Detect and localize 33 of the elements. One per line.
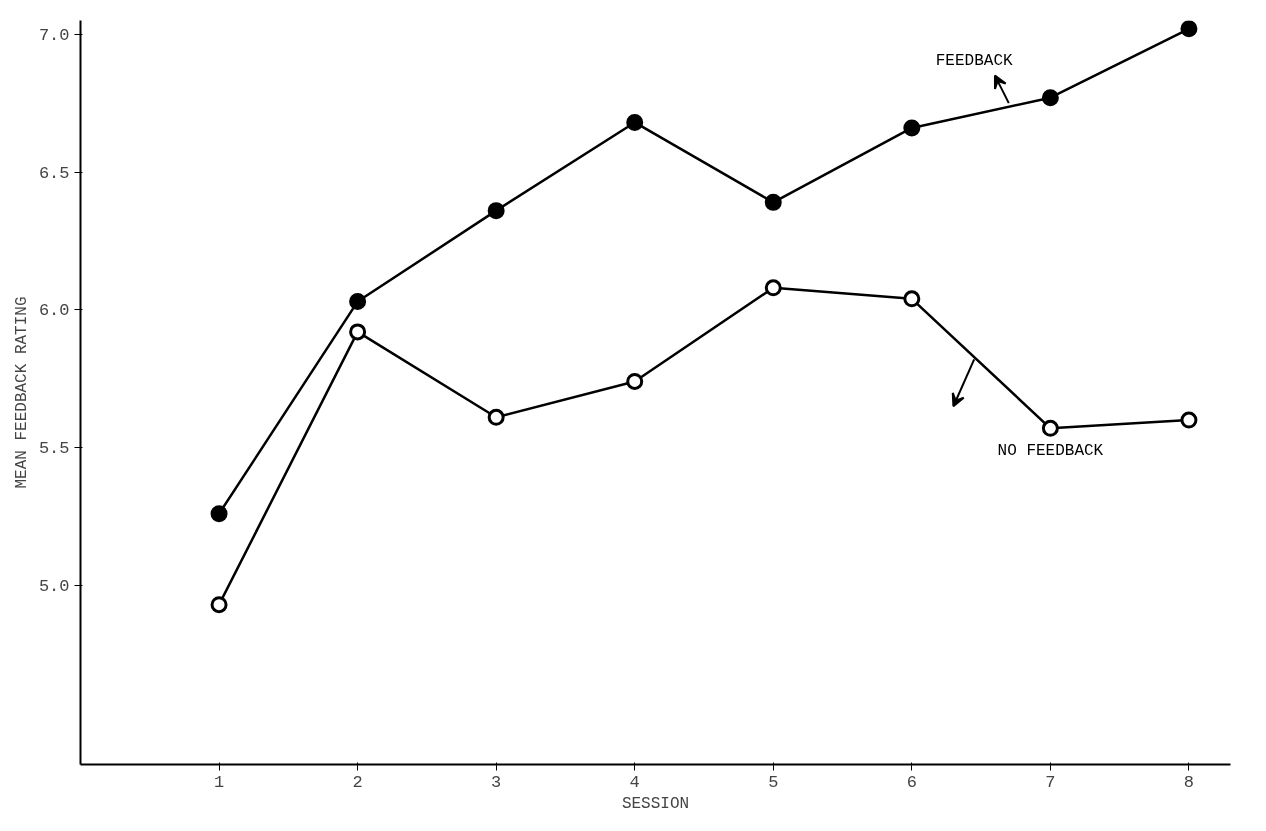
x-tick-label: 8 (1183, 772, 1195, 792)
x-tick-label: 1 (213, 772, 225, 792)
x-tick-label: 5 (768, 772, 779, 792)
point (626, 372, 644, 390)
point (626, 113, 644, 131)
x-tick-label: 6 (906, 772, 917, 792)
x-tick-label: 7 (1045, 772, 1056, 792)
point (210, 596, 228, 614)
y-tick-label: 6.0 (38, 301, 70, 321)
point (1041, 89, 1059, 107)
y-axis-title: MEAN FEEDBACK RATING (12, 296, 31, 489)
x-tick-label: 4 (629, 772, 640, 792)
y-tick-label: 5.5 (38, 439, 70, 459)
point (1180, 411, 1198, 429)
point (764, 193, 782, 211)
y-tick-label: 6.5 (38, 163, 70, 183)
point (903, 119, 921, 137)
x-tick-label: 2 (352, 772, 363, 792)
y-tick-label: 7.0 (38, 25, 70, 45)
y-tick-label: 5.0 (38, 576, 70, 596)
point (349, 293, 367, 311)
text: FEEDBACK (935, 52, 1013, 71)
point (1180, 20, 1198, 38)
point (487, 408, 505, 426)
x-tick-label: 3 (491, 772, 502, 792)
point (487, 202, 505, 220)
point (1041, 419, 1059, 437)
x-axis-title: SESSION (621, 794, 690, 813)
point (764, 279, 782, 297)
point (903, 290, 921, 308)
point (210, 505, 228, 523)
point (349, 323, 367, 341)
series-label: NO FEEDBACK (997, 442, 1104, 461)
